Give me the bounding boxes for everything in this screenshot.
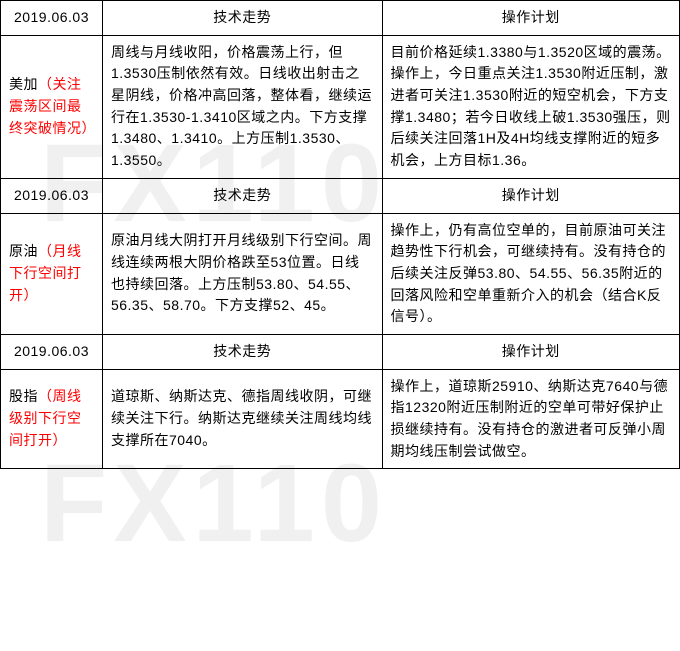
trend-cell: 原油月线大阴打开月线级别下行空间。周线连续两根大阴价格跌至53位置。日线也持续回… (102, 213, 382, 334)
instrument-name: 美加 (9, 76, 38, 92)
table-row: 股指（周线级别下行空间打开） 道琼斯、纳斯达克、德指周线收阴，可继续关注下行。纳… (1, 369, 680, 469)
table-header-row: 2019.06.03 技术走势 操作计划 (1, 1, 680, 36)
date-cell: 2019.06.03 (1, 334, 103, 369)
trend-cell: 周线与月线收阳，价格震荡上行，但1.3530压制依然有效。日线收出射击之星阴线，… (102, 35, 382, 178)
plan-cell: 操作上，仍有高位空单的，目前原油可关注趋势性下行机会，可继续持有。没有持仓的后续… (382, 213, 680, 334)
trend-header: 技术走势 (102, 1, 382, 36)
analysis-table: 2019.06.03 技术走势 操作计划 美加（关注震荡区间最终突破情况） 周线… (0, 0, 680, 469)
date-cell: 2019.06.03 (1, 178, 103, 213)
instrument-cell: 原油（月线下行空间打开） (1, 213, 103, 334)
instrument-cell: 股指（周线级别下行空间打开） (1, 369, 103, 469)
trend-cell: 道琼斯、纳斯达克、德指周线收阴，可继续关注下行。纳斯达克继续关注周线均线支撑所在… (102, 369, 382, 469)
plan-header: 操作计划 (382, 1, 680, 36)
instrument-cell: 美加（关注震荡区间最终突破情况） (1, 35, 103, 178)
trend-header: 技术走势 (102, 334, 382, 369)
plan-header: 操作计划 (382, 334, 680, 369)
plan-header: 操作计划 (382, 178, 680, 213)
trend-header: 技术走势 (102, 178, 382, 213)
instrument-name: 股指 (9, 388, 38, 404)
table-row: 原油（月线下行空间打开） 原油月线大阴打开月线级别下行空间。周线连续两根大阴价格… (1, 213, 680, 334)
date-cell: 2019.06.03 (1, 1, 103, 36)
instrument-name: 原油 (9, 243, 38, 259)
table-header-row: 2019.06.03 技术走势 操作计划 (1, 178, 680, 213)
plan-cell: 操作上，道琼斯25910、纳斯达克7640与德指12320附近压制附近的空单可带… (382, 369, 680, 469)
table-header-row: 2019.06.03 技术走势 操作计划 (1, 334, 680, 369)
plan-cell: 目前价格延续1.3380与1.3520区域的震荡。操作上，今日重点关注1.353… (382, 35, 680, 178)
table-row: 美加（关注震荡区间最终突破情况） 周线与月线收阳，价格震荡上行，但1.3530压… (1, 35, 680, 178)
